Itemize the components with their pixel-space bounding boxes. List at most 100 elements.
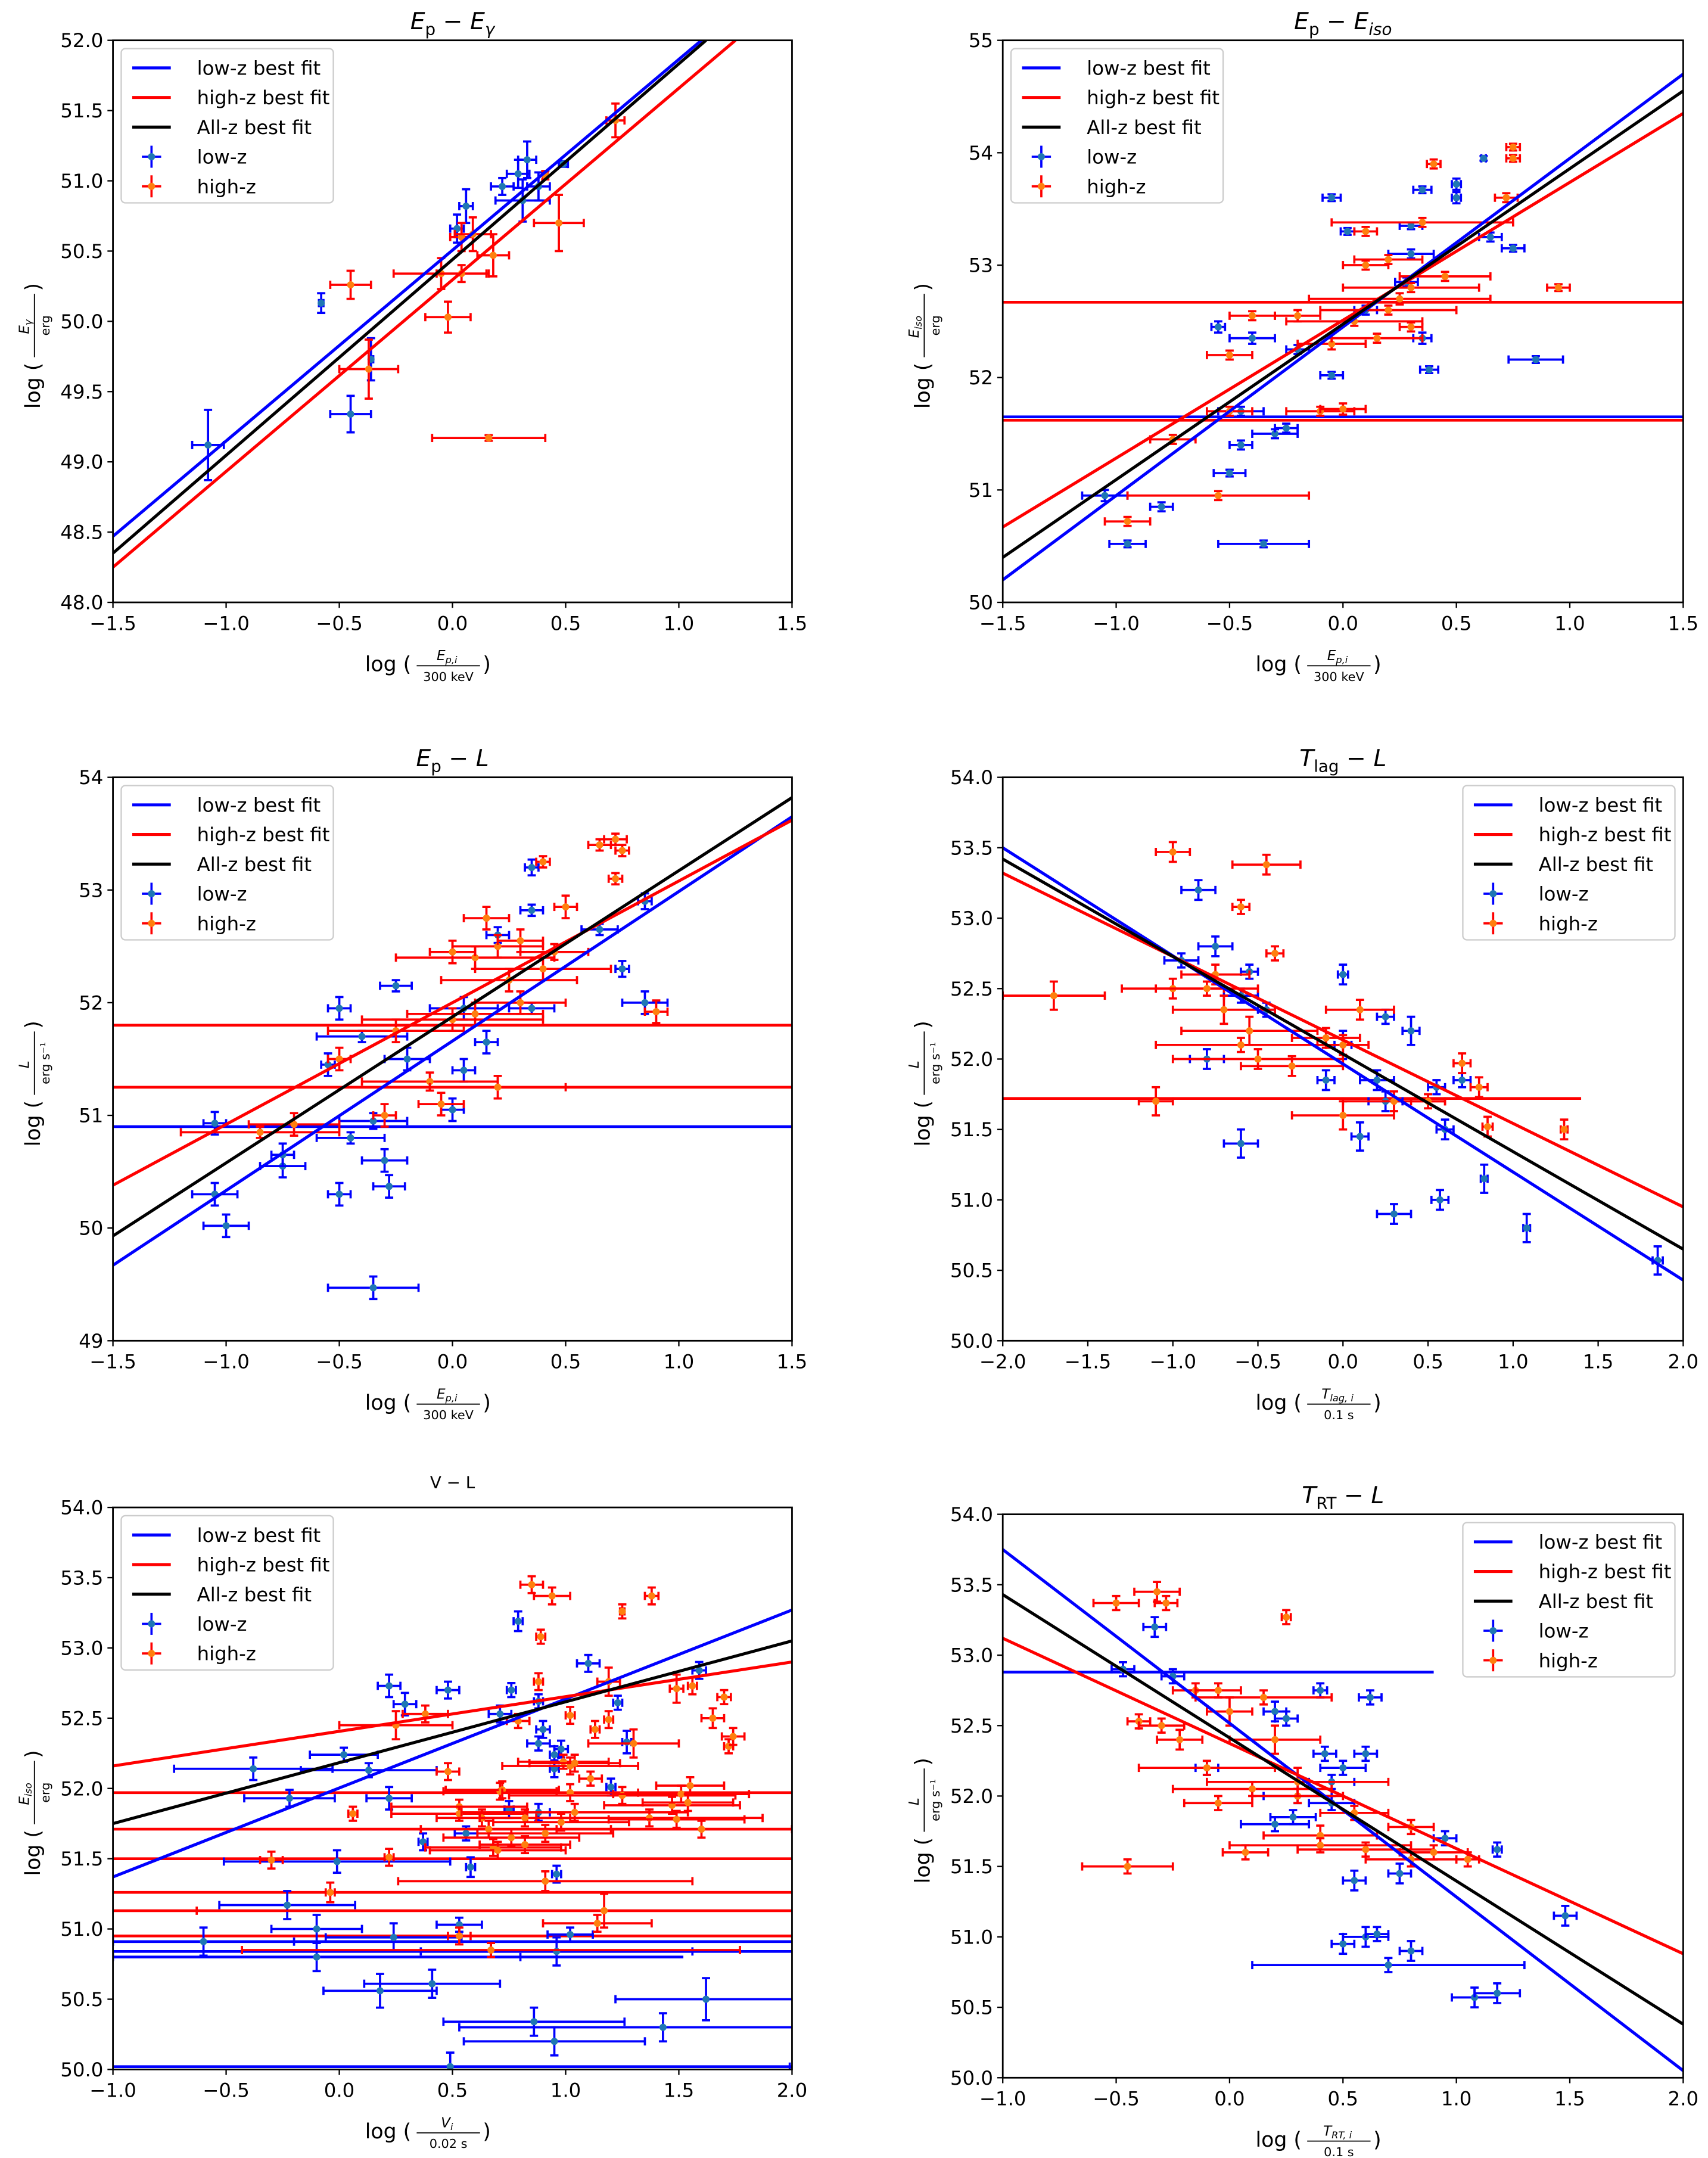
high-z-point bbox=[1308, 292, 1492, 306]
marker bbox=[369, 1284, 377, 1292]
chart-title: Ep​ − L bbox=[416, 745, 489, 776]
high-z-point bbox=[587, 838, 612, 852]
low-z-point bbox=[1353, 1745, 1379, 1762]
high-z-point bbox=[447, 1926, 472, 1946]
marker bbox=[1158, 1722, 1165, 1730]
marker bbox=[211, 1120, 219, 1127]
y-axis-label: log (L erg s⁻¹) bbox=[907, 1021, 942, 1146]
low-z-point bbox=[1430, 1189, 1450, 1211]
title-part: γ bbox=[485, 19, 496, 39]
legend-label: high-z best fit bbox=[1539, 823, 1672, 846]
marker bbox=[1271, 1820, 1279, 1828]
marker bbox=[1225, 1708, 1233, 1715]
marker bbox=[1176, 1736, 1184, 1743]
marker bbox=[528, 1005, 536, 1012]
high-z-point bbox=[324, 1881, 336, 1904]
y-tick-label: 52.5 bbox=[950, 978, 993, 1000]
marker bbox=[720, 1693, 728, 1701]
x-tick-label: 0.0 bbox=[324, 2079, 354, 2102]
high-z-point bbox=[643, 999, 669, 1024]
y-tick-label: 50.0 bbox=[60, 2059, 103, 2081]
marker bbox=[1271, 430, 1279, 438]
x-tick-label: −1.0 bbox=[1149, 1351, 1196, 1373]
legend-label: high-z bbox=[197, 175, 256, 198]
low-z-point bbox=[614, 1977, 792, 2022]
low-z-point bbox=[1412, 185, 1433, 195]
marker bbox=[1169, 848, 1177, 856]
marker bbox=[494, 1083, 502, 1091]
marker bbox=[1373, 334, 1381, 342]
marker bbox=[1248, 312, 1256, 319]
high-z-point bbox=[535, 1808, 764, 1828]
marker bbox=[1362, 228, 1370, 235]
high-z-best-fit-line bbox=[113, 819, 792, 1187]
legend-item-low-z: low-z bbox=[1483, 882, 1589, 906]
low-z-point bbox=[1507, 355, 1564, 365]
low-z-point bbox=[1418, 365, 1440, 374]
label-close: ) bbox=[911, 1758, 935, 1766]
marker bbox=[1317, 1687, 1324, 1694]
x-axis-label: log (Vi 0.02 s) bbox=[365, 2116, 491, 2151]
marker bbox=[1452, 194, 1460, 201]
marker bbox=[392, 982, 400, 990]
legend-item-low-z: low-z bbox=[1031, 145, 1137, 169]
high-z-point bbox=[618, 1603, 627, 1620]
legend-frame bbox=[1462, 1522, 1676, 1678]
marker bbox=[1124, 518, 1131, 525]
x-tick-label: −1.5 bbox=[89, 612, 136, 635]
marker bbox=[528, 863, 536, 871]
legend-item-high-z-best-fit: high-z best fit bbox=[1022, 86, 1219, 109]
title-part: E bbox=[410, 8, 425, 35]
x-tick-label: 0.0 bbox=[437, 612, 468, 635]
title-part: V − L bbox=[430, 1473, 475, 1492]
marker bbox=[550, 1751, 558, 1759]
x-tick-label: 1.5 bbox=[664, 2079, 694, 2102]
label-denominator: erg bbox=[38, 1783, 52, 1803]
high-z-point bbox=[1559, 1118, 1569, 1141]
y-tick-label: 51.5 bbox=[60, 99, 103, 122]
label-numerator-sub: i bbox=[450, 2121, 453, 2132]
marker bbox=[1050, 992, 1057, 1000]
legend-label: low-z best fit bbox=[1087, 57, 1211, 79]
legend-item-low-z: low-z bbox=[142, 145, 247, 169]
high-z-point bbox=[609, 1820, 792, 1839]
high-z-point bbox=[1137, 1759, 1276, 1776]
low-z-point bbox=[326, 1181, 352, 1207]
low-z-point bbox=[365, 1786, 413, 1811]
x-tick-label: −0.5 bbox=[203, 2079, 250, 2102]
low-z-point bbox=[383, 1046, 431, 1072]
low-z-point bbox=[1350, 1121, 1370, 1152]
legend-marker-swatch bbox=[1489, 919, 1497, 927]
legend-label: low-z bbox=[197, 883, 247, 906]
label-log: log ( bbox=[911, 1100, 935, 1146]
marker bbox=[1225, 469, 1233, 477]
high-z-point bbox=[451, 934, 545, 959]
x-axis-label: log (Ep,i 300 keV) bbox=[1256, 648, 1382, 684]
label-close: ) bbox=[483, 653, 491, 677]
marker bbox=[1430, 160, 1438, 168]
panel-4: −2.0 −1.5 −1.0 −0.5 0.0 0.5 1.0 1.5 2.0 50.0 50.5 5… bbox=[907, 745, 1698, 1422]
legend: low-z best fit high-z best fit All-z best … bbox=[1462, 1522, 1676, 1678]
x-axis-label: log (Tlag, i 0.1 s) bbox=[1256, 1386, 1382, 1422]
marker bbox=[1194, 886, 1202, 894]
marker bbox=[487, 1946, 495, 1954]
marker bbox=[1436, 1196, 1444, 1204]
high-z-point bbox=[720, 1727, 746, 1746]
marker bbox=[385, 1795, 393, 1802]
marker bbox=[326, 1889, 334, 1896]
low-z-point bbox=[218, 1890, 356, 1920]
plot-content bbox=[1003, 841, 1684, 1282]
marker bbox=[437, 1100, 445, 1108]
marker bbox=[567, 1712, 574, 1719]
title-part: E bbox=[1354, 8, 1368, 35]
low-z-point bbox=[1553, 1904, 1578, 1927]
label-close: ) bbox=[21, 1750, 45, 1758]
label-numerator-sub: iso bbox=[913, 316, 924, 329]
marker bbox=[1385, 256, 1392, 263]
marker bbox=[471, 954, 479, 962]
legend-label: low-z best fit bbox=[1539, 1531, 1663, 1553]
marker bbox=[553, 1870, 561, 1878]
marker bbox=[555, 219, 563, 227]
low-z-point bbox=[1477, 231, 1503, 243]
x-tick-label: 0.0 bbox=[1328, 612, 1358, 635]
